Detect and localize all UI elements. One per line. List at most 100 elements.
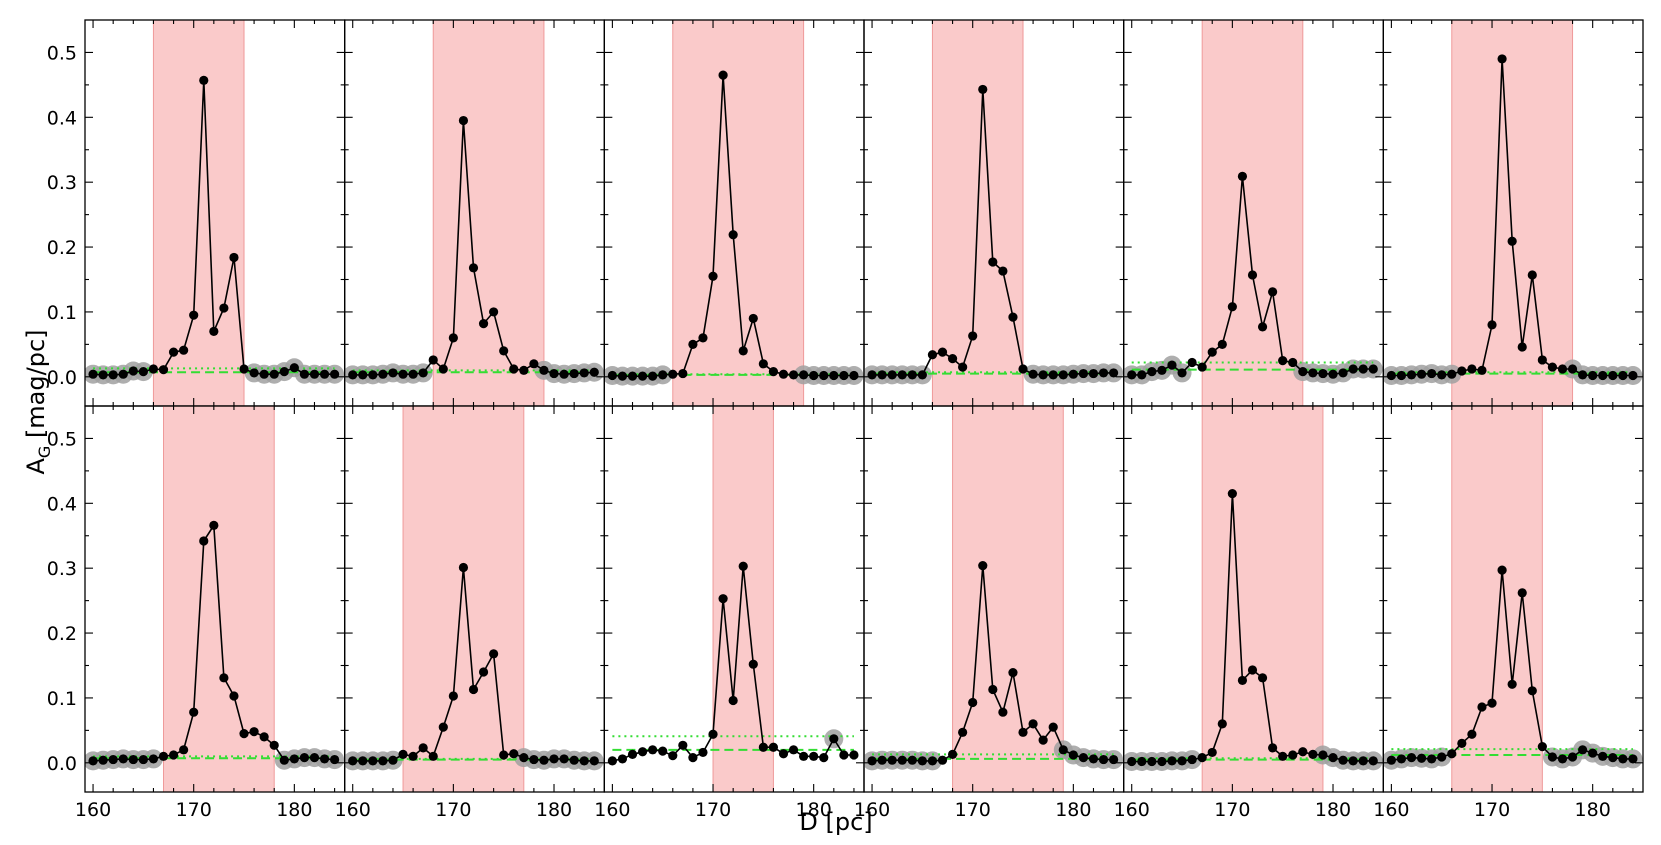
data-point [1058,370,1068,380]
x-tick-label: 170 [955,799,991,821]
data-point [1368,756,1378,766]
data-point [768,367,779,377]
data-point [1598,751,1608,761]
data-point [1018,364,1028,374]
data-point [358,756,368,766]
data-point [1038,735,1048,745]
data-point [1217,719,1227,729]
data-point [799,751,809,761]
data-point [1598,370,1608,381]
data-point [788,370,799,380]
data-point [168,750,179,760]
y-tick-label: 0.5 [47,428,77,450]
data-point [1109,754,1119,765]
panel-plot-area [604,20,864,406]
data-point [1608,753,1618,763]
data-point [678,740,688,750]
x-tick-label: 170 [1474,799,1510,821]
panel-8: 160 170 180 [335,405,605,821]
data-point [1557,364,1568,374]
x-tick-label: 180 [796,799,832,821]
data-point [1308,749,1318,759]
data-point [499,346,509,356]
panel-plot-area [1383,406,1643,792]
panel-6 [1382,19,1644,407]
panel-plot-area [85,406,345,792]
x-tick-label: 160 [335,799,371,821]
data-point [219,673,229,683]
data-point [1386,370,1396,381]
data-point [1187,754,1197,765]
data-point [348,370,358,380]
data-point [259,369,269,379]
data-point [778,369,789,379]
y-tick-label: 0.0 [47,367,77,389]
data-point [108,754,118,765]
data-point [398,369,408,379]
x-tick-label: 170 [1214,799,1250,821]
y-tick-label: 0.2 [47,623,77,645]
data-point [259,732,269,742]
panel-plot-area [344,20,604,406]
data-point [1578,745,1588,755]
data-point [728,695,738,706]
data-point [1247,665,1258,675]
data-point [539,365,549,375]
data-point [1416,753,1427,763]
data-point [839,370,849,381]
data-point [1467,364,1477,374]
data-point [819,753,829,763]
y-tick-label: 0.2 [47,237,77,259]
data-point [1137,756,1147,767]
data-point [637,747,648,757]
data-point [907,370,917,380]
data-point [1406,370,1417,380]
data-point [1487,320,1497,330]
data-point [947,354,958,364]
data-point [1447,749,1457,759]
panel-plot-area [607,406,859,792]
data-point [1537,355,1547,365]
data-point [418,743,428,753]
data-point [1396,754,1407,764]
data-point [158,751,169,761]
data-point [708,271,718,281]
data-point [688,339,698,349]
panel-ticks [85,20,345,406]
panel-ticks [864,20,1124,406]
data-point [1008,312,1018,322]
data-point [289,754,299,764]
data-point [877,755,887,765]
data-point [849,750,859,760]
data-point [219,303,229,313]
data-point [489,649,499,659]
data-point [1298,747,1308,757]
data-point [189,310,199,320]
data-point [309,369,320,379]
data-point [1207,747,1217,758]
data-point [1227,488,1237,499]
data-point [249,727,259,737]
panel-12: 160 170 180 [1373,405,1644,821]
data-point [1157,365,1167,375]
data-point [128,366,138,376]
y-tick-label: 0.5 [47,42,77,64]
data-point [897,755,907,765]
x-axis-label: D [pc] [799,808,872,836]
data-point [239,729,249,739]
x-tick-label: 170 [695,799,731,821]
panel-plot-area [344,406,604,792]
x-tick-label: 170 [176,799,212,821]
data-point [1068,750,1078,760]
data-point [589,756,599,766]
data-point [788,745,799,755]
data-point [1028,369,1038,379]
data-point [448,333,458,343]
y-axis-label-symbol: A [22,458,50,475]
data-point [299,369,310,379]
data-point [897,370,907,380]
panel-ticks [344,20,605,406]
data-point [1127,370,1137,380]
data-point [209,326,219,336]
data-point [617,754,628,764]
